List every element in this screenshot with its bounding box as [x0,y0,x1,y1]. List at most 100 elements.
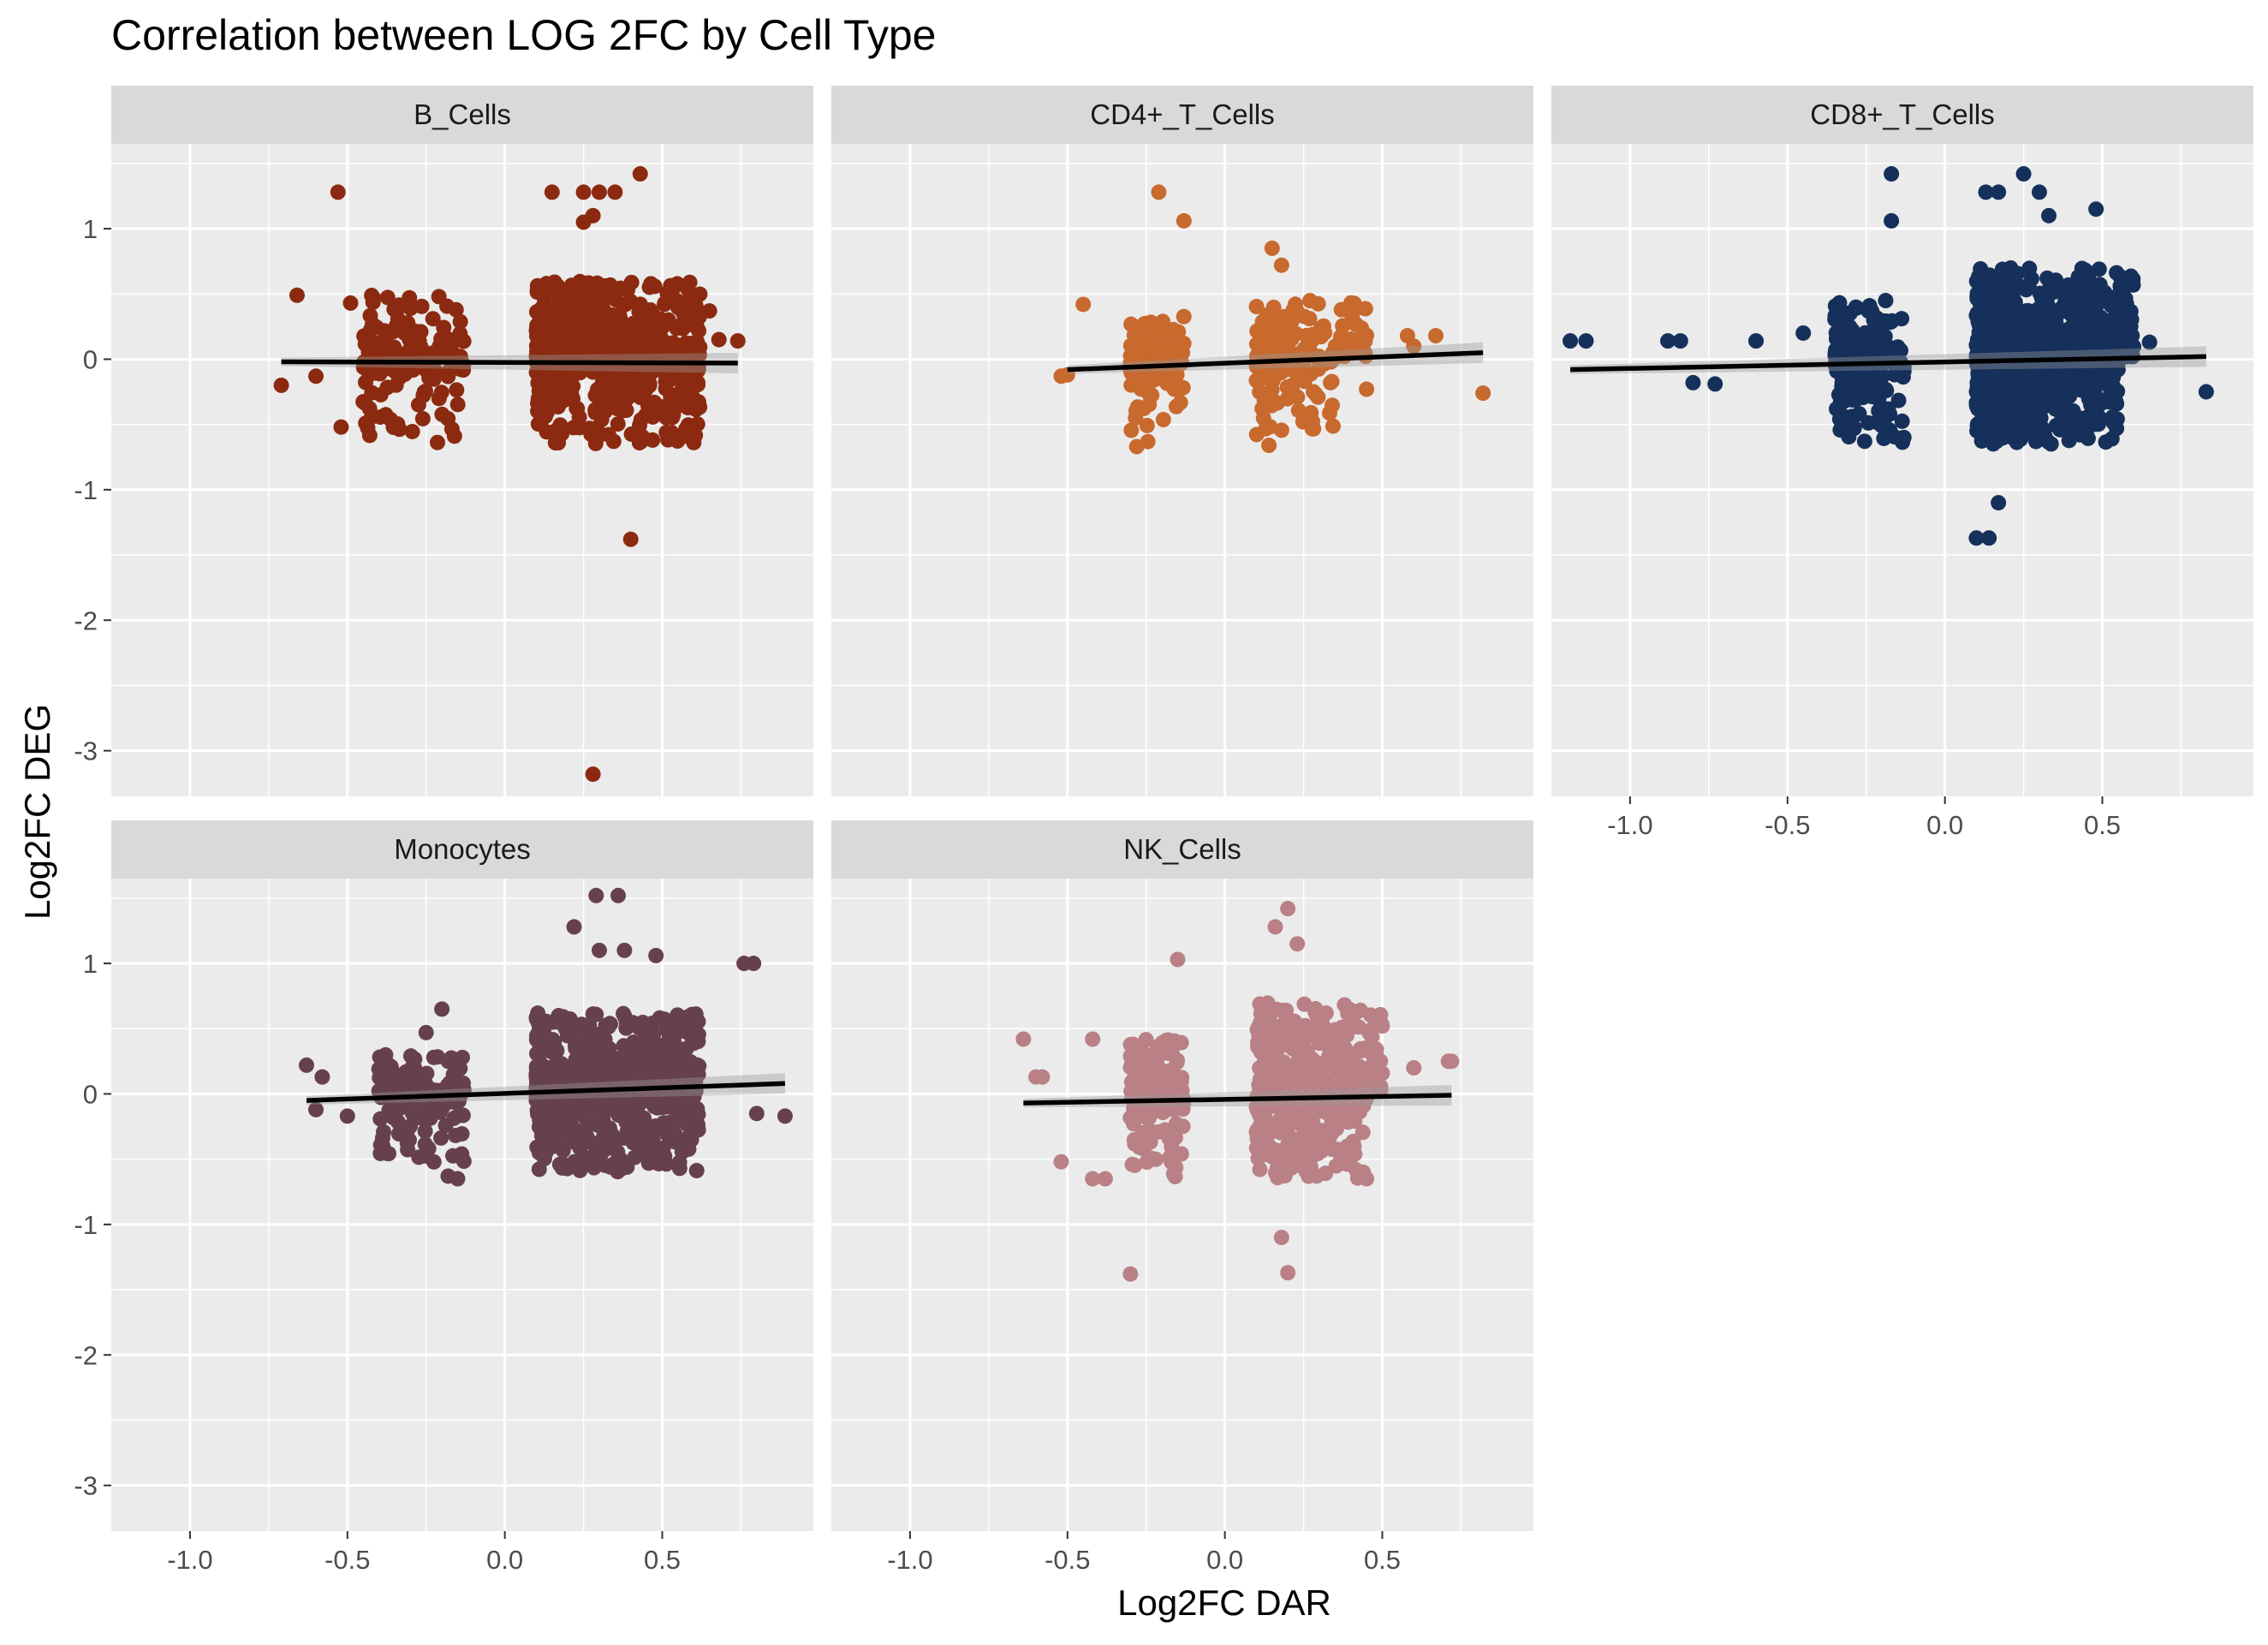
data-point [2086,382,2103,398]
data-point [2088,201,2104,218]
data-point [407,1051,423,1067]
data-point [1127,1157,1143,1173]
data-point [777,1108,793,1124]
x-tick-label: 0.0 [1926,810,1963,840]
data-point [711,331,727,348]
data-point [675,305,691,321]
data-point [530,416,546,432]
data-point [1344,308,1360,325]
data-point [1864,389,1880,405]
data-point [405,1066,421,1082]
facet-strip-label: NK_Cells [1123,833,1241,865]
data-point [2090,416,2106,432]
data-point [1123,1056,1140,1072]
panel-background [111,879,813,1531]
data-point [1363,1040,1379,1056]
data-point [452,313,468,330]
data-point [603,371,619,387]
facet-panels: B_Cells 1 0 -1 -2 -3 CD4+_T_Cells CD8+_T_Cells -… [74,86,2253,1575]
facet-panel-cd4-t-cells: CD4+_T_Cells [831,86,1533,796]
data-point [2002,262,2018,278]
data-point [2045,333,2061,349]
data-point [1170,951,1186,968]
data-point [542,1068,558,1084]
data-point [433,384,449,401]
data-point [563,277,580,294]
panel-background [831,144,1533,796]
data-point [2057,409,2074,426]
x-tick-label: 0.5 [2084,810,2121,840]
data-point [646,278,663,295]
data-point [1285,301,1301,318]
data-point [622,531,639,547]
data-point [420,1141,437,1157]
data-point [2040,433,2057,450]
data-point [449,1171,466,1187]
data-point [1660,333,1676,349]
data-point [405,362,421,378]
data-point [1995,282,2011,298]
data-point [379,289,396,306]
data-point [273,377,289,393]
facet-strip [111,86,813,144]
data-point [440,368,456,384]
data-point [1165,1165,1182,1182]
data-point [670,1088,686,1105]
data-point [574,1095,590,1112]
data-point [386,301,402,318]
data-point [1280,901,1296,917]
data-point [678,335,694,351]
y-tick-label: 1 [83,949,98,979]
data-point [1321,405,1337,421]
data-point [1327,1115,1343,1131]
data-point [1325,1034,1342,1051]
data-point [601,1132,617,1148]
data-point [616,942,633,958]
data-point [1263,1118,1279,1135]
data-point [1128,410,1144,426]
data-point [532,1020,548,1036]
data-point [1139,1154,1155,1171]
data-point [688,319,705,335]
data-point [404,423,420,439]
data-point [1304,1051,1320,1067]
data-point [646,1099,663,1115]
data-point [618,1046,634,1063]
data-point [289,287,305,303]
data-point [574,1157,591,1173]
data-point [1310,361,1326,378]
data-point [418,1112,434,1129]
data-point [2021,338,2038,355]
data-point [616,367,633,384]
data-point [2104,409,2121,426]
data-point [551,1106,568,1122]
data-point [594,341,610,357]
data-point [1308,1004,1324,1021]
data-point [619,390,635,406]
data-point [1277,1110,1293,1126]
data-point [2048,272,2064,289]
data-point [634,429,651,445]
data-point [538,1145,554,1161]
data-point [378,1071,395,1088]
data-point [1340,1005,1356,1022]
data-point [1282,383,1298,399]
data-point [356,328,372,344]
data-point [588,887,604,903]
data-point [1672,333,1688,349]
data-point [1563,333,1579,349]
data-point [1324,418,1341,434]
facet-panel-cd8-t-cells: CD8+_T_Cells -1.0 -0.5 0.0 0.5 [1551,86,2253,840]
data-point [1707,376,1723,392]
data-point [429,434,445,450]
data-point [362,307,378,324]
data-point [542,376,558,392]
data-point [2015,166,2032,182]
data-point [1985,379,2001,396]
data-point [555,363,571,379]
data-point [532,330,548,346]
data-point [1991,418,2007,434]
data-point [566,1129,582,1145]
panel-marks [298,887,793,1187]
data-point [1141,1127,1158,1143]
